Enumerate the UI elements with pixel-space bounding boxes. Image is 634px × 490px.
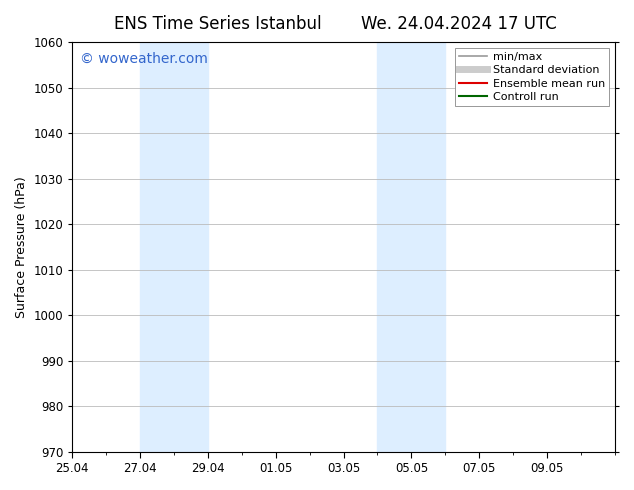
Text: © woweather.com: © woweather.com [81, 52, 209, 66]
Y-axis label: Surface Pressure (hPa): Surface Pressure (hPa) [15, 176, 28, 318]
Bar [377, 42, 445, 452]
Text: ENS Time Series Istanbul: ENS Time Series Istanbul [114, 15, 321, 33]
Legend: min/max, Standard deviation, Ensemble mean run, Controll run: min/max, Standard deviation, Ensemble me… [455, 48, 609, 106]
Text: We. 24.04.2024 17 UTC: We. 24.04.2024 17 UTC [361, 15, 557, 33]
Bar [140, 42, 208, 452]
